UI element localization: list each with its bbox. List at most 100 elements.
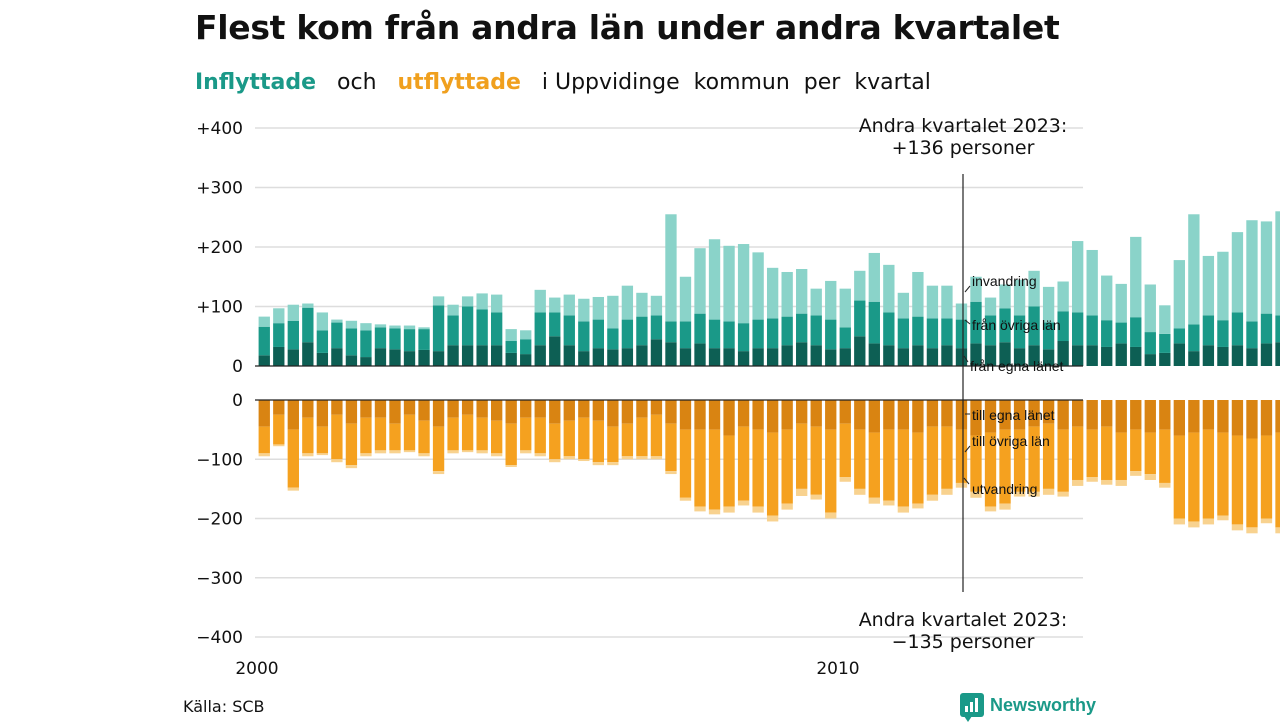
bar-inflyttade-0 <box>723 348 735 366</box>
bar-utflyttade-1 <box>258 426 270 454</box>
bar-inflyttade-0 <box>447 345 459 366</box>
bar-utflyttade-2 <box>708 509 721 515</box>
bar-utflyttade-2 <box>839 477 851 482</box>
bar-inflyttade-2 <box>360 323 372 331</box>
brand[interactable]: Newsworthy <box>960 693 1096 722</box>
bar-utflyttade-1 <box>287 429 299 488</box>
bar-inflyttade-1 <box>432 305 445 352</box>
bar-inflyttade-1 <box>737 323 750 352</box>
bar-utflyttade-0 <box>650 400 663 415</box>
bar-inflyttade-0 <box>636 345 648 366</box>
bar-utflyttade-2 <box>883 500 895 506</box>
bar-utflyttade-0 <box>1042 400 1055 424</box>
bar-inflyttade-2 <box>839 288 851 328</box>
bar-inflyttade-2 <box>825 280 837 320</box>
bar-utflyttade-1 <box>883 429 895 501</box>
bar-inflyttade-2 <box>1275 211 1280 316</box>
bar-utflyttade-2 <box>621 456 634 460</box>
bar-utflyttade-1 <box>302 417 314 454</box>
bar-inflyttade-1 <box>1173 328 1185 344</box>
bar-inflyttade-1 <box>549 312 561 337</box>
bar-inflyttade-2 <box>389 325 401 329</box>
label-fran-egna-lanet: från egna länet <box>970 358 1064 374</box>
bar-utflyttade-0 <box>970 400 982 436</box>
bar-inflyttade-0 <box>1086 345 1098 366</box>
bar-utflyttade-2 <box>796 488 808 496</box>
bar-utflyttade-1 <box>694 429 706 507</box>
bar-utflyttade-1 <box>418 420 430 454</box>
bar-inflyttade-0 <box>534 345 546 366</box>
y-tick-label-out: −100 <box>196 450 243 470</box>
label-fran-ovriga-lan-leader <box>964 319 971 325</box>
bar-inflyttade-2 <box>403 325 416 330</box>
bar-inflyttade-1 <box>781 316 793 346</box>
bar-inflyttade-2 <box>1159 305 1171 334</box>
bar-inflyttade-2 <box>1130 236 1142 318</box>
bar-inflyttade-1 <box>389 328 401 350</box>
bar-inflyttade-2 <box>345 320 358 329</box>
bar-utflyttade-1 <box>403 414 416 451</box>
bar-inflyttade-1 <box>970 301 982 344</box>
bar-utflyttade-2 <box>1101 479 1113 485</box>
bar-inflyttade-1 <box>345 328 358 356</box>
bar-utflyttade-1 <box>955 429 968 483</box>
bar-utflyttade-2 <box>607 462 619 466</box>
bar-inflyttade-1 <box>926 318 939 349</box>
bar-utflyttade-0 <box>1130 400 1142 430</box>
bar-utflyttade-2 <box>1159 482 1171 488</box>
bar-utflyttade-1 <box>520 417 532 451</box>
bar-utflyttade-2 <box>926 494 939 501</box>
inflow-bars <box>258 211 1280 367</box>
bar-utflyttade-0 <box>476 400 488 418</box>
bar-inflyttade-1 <box>1072 312 1084 346</box>
bar-inflyttade-2 <box>1144 284 1156 333</box>
bar-inflyttade-2 <box>331 319 343 323</box>
bar-utflyttade-0 <box>1173 400 1185 436</box>
bar-inflyttade-1 <box>273 323 285 347</box>
bar-inflyttade-2 <box>258 316 270 327</box>
bar-utflyttade-1 <box>432 426 445 472</box>
bar-inflyttade-0 <box>781 345 793 366</box>
bar-inflyttade-1 <box>374 327 387 349</box>
bar-utflyttade-1 <box>941 426 953 489</box>
bar-inflyttade-0 <box>1202 345 1215 366</box>
bar-utflyttade-2 <box>1173 518 1185 525</box>
bar-utflyttade-0 <box>563 400 575 421</box>
bar-utflyttade-0 <box>926 400 939 427</box>
bar-inflyttade-1 <box>883 312 895 346</box>
bar-inflyttade-1 <box>825 319 837 350</box>
bar-utflyttade-0 <box>810 400 822 427</box>
bar-inflyttade-2 <box>752 252 764 320</box>
bar-inflyttade-1 <box>1275 315 1280 343</box>
bar-utflyttade-1 <box>345 423 358 466</box>
bar-inflyttade-0 <box>1217 346 1229 366</box>
bar-utflyttade-2 <box>999 503 1011 510</box>
bar-inflyttade-0 <box>1159 352 1171 366</box>
bar-utflyttade-2 <box>316 453 329 456</box>
bar-utflyttade-0 <box>1013 400 1026 430</box>
bar-inflyttade-2 <box>650 295 663 316</box>
bar-inflyttade-0 <box>810 345 822 366</box>
bar-inflyttade-0 <box>1028 345 1040 366</box>
bar-inflyttade-1 <box>766 318 779 349</box>
bar-utflyttade-0 <box>505 400 517 424</box>
bar-utflyttade-2 <box>360 453 372 457</box>
bar-inflyttade-0 <box>1231 345 1244 366</box>
bar-inflyttade-0 <box>345 355 358 366</box>
bar-inflyttade-2 <box>955 303 968 320</box>
bar-inflyttade-0 <box>273 346 285 366</box>
bar-inflyttade-2 <box>621 285 634 320</box>
bar-inflyttade-0 <box>302 342 314 366</box>
bar-utflyttade-0 <box>1260 400 1273 436</box>
bar-inflyttade-0 <box>1013 348 1026 366</box>
subtitle-och: och <box>337 70 377 95</box>
bar-utflyttade-2 <box>752 506 764 513</box>
bar-utflyttade-0 <box>1115 400 1127 433</box>
bar-utflyttade-1 <box>970 435 982 492</box>
bar-inflyttade-0 <box>912 345 924 366</box>
bar-inflyttade-1 <box>461 306 474 346</box>
bar-utflyttade-0 <box>1086 400 1098 430</box>
y-tick-label-out: −400 <box>196 628 243 648</box>
annotation-inflow-line: +136 personer <box>892 137 1035 159</box>
